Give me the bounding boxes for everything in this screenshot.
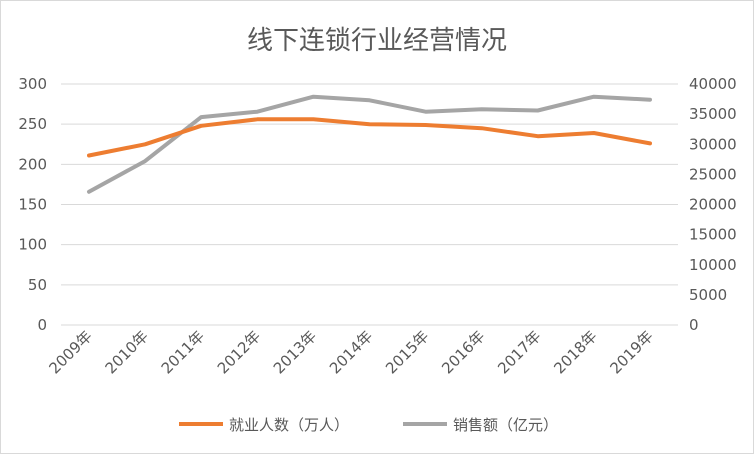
data-point-employment [369, 123, 370, 125]
right-tick-label: 25000 [689, 165, 737, 183]
x-tick-label: 2012年 [214, 327, 264, 377]
x-axis-ticks: 2009年 2010年 2011年 2012年 2013年 2014年 2015年 2016年… [46, 327, 657, 377]
right-tick-label: 10000 [689, 256, 737, 274]
data-point-employment [425, 124, 427, 126]
data-point-employment [312, 118, 314, 120]
right-tick-label: 35000 [689, 105, 737, 123]
x-tick-label: 2018年 [550, 327, 600, 377]
data-point-sales [144, 160, 146, 162]
left-tick-label: 200 [18, 155, 47, 173]
data-point-employment [537, 135, 539, 137]
data-point-sales [369, 99, 370, 101]
data-point-employment [88, 154, 90, 156]
data-point-employment [649, 142, 651, 144]
left-tick-label: 0 [37, 316, 47, 334]
data-point-employment [256, 118, 258, 120]
right-tick-label: 0 [689, 316, 699, 334]
left-tick-label: 100 [18, 236, 47, 254]
right-tick-label: 15000 [689, 226, 737, 244]
data-point-sales [200, 116, 202, 118]
x-tick-label: 2013年 [270, 327, 320, 377]
data-point-employment [200, 125, 202, 127]
left-tick-label: 300 [18, 75, 47, 93]
data-point-employment [481, 127, 483, 129]
x-tick-label: 2019年 [606, 327, 656, 377]
data-point-sales [537, 110, 539, 112]
x-tick-label: 2011年 [158, 327, 208, 377]
series-line-sales [87, 94, 652, 194]
legend-label-employment: 就业人数（万人） [229, 416, 349, 434]
data-point-sales [649, 99, 651, 101]
data-point-employment [593, 132, 595, 134]
x-tick-label: 2009年 [46, 327, 96, 377]
left-tick-label: 150 [18, 196, 47, 214]
data-point-sales [593, 96, 595, 98]
right-tick-label: 5000 [689, 286, 727, 304]
data-point-sales [481, 108, 483, 110]
right-axis-ticks: 0 5000 10000 15000 20000 25000 30000 35000 40000 [689, 75, 737, 334]
right-tick-label: 20000 [689, 196, 737, 214]
left-tick-label: 250 [18, 115, 47, 133]
x-tick-label: 2014年 [326, 327, 376, 377]
left-tick-label: 50 [28, 276, 47, 294]
series-lines [87, 94, 652, 194]
data-point-sales [88, 191, 90, 193]
data-point-sales [256, 111, 258, 113]
data-point-sales [312, 96, 314, 98]
data-point-sales [425, 111, 427, 113]
chart-title: 线下连锁行业经营情况 [247, 26, 507, 56]
x-tick-label: 2010年 [102, 327, 152, 377]
right-tick-label: 40000 [689, 75, 737, 93]
right-tick-label: 30000 [689, 135, 737, 153]
x-tick-label: 2017年 [494, 327, 544, 377]
x-tick-label: 2015年 [382, 327, 432, 377]
left-axis-ticks: 0 50 100 150 200 250 300 [18, 75, 47, 334]
gridlines [61, 83, 678, 326]
x-tick-label: 2016年 [438, 327, 488, 377]
legend-label-sales: 销售额（亿元） [453, 416, 558, 434]
data-point-employment [144, 143, 146, 145]
legend: 就业人数（万人） 销售额（亿元） [179, 416, 558, 434]
